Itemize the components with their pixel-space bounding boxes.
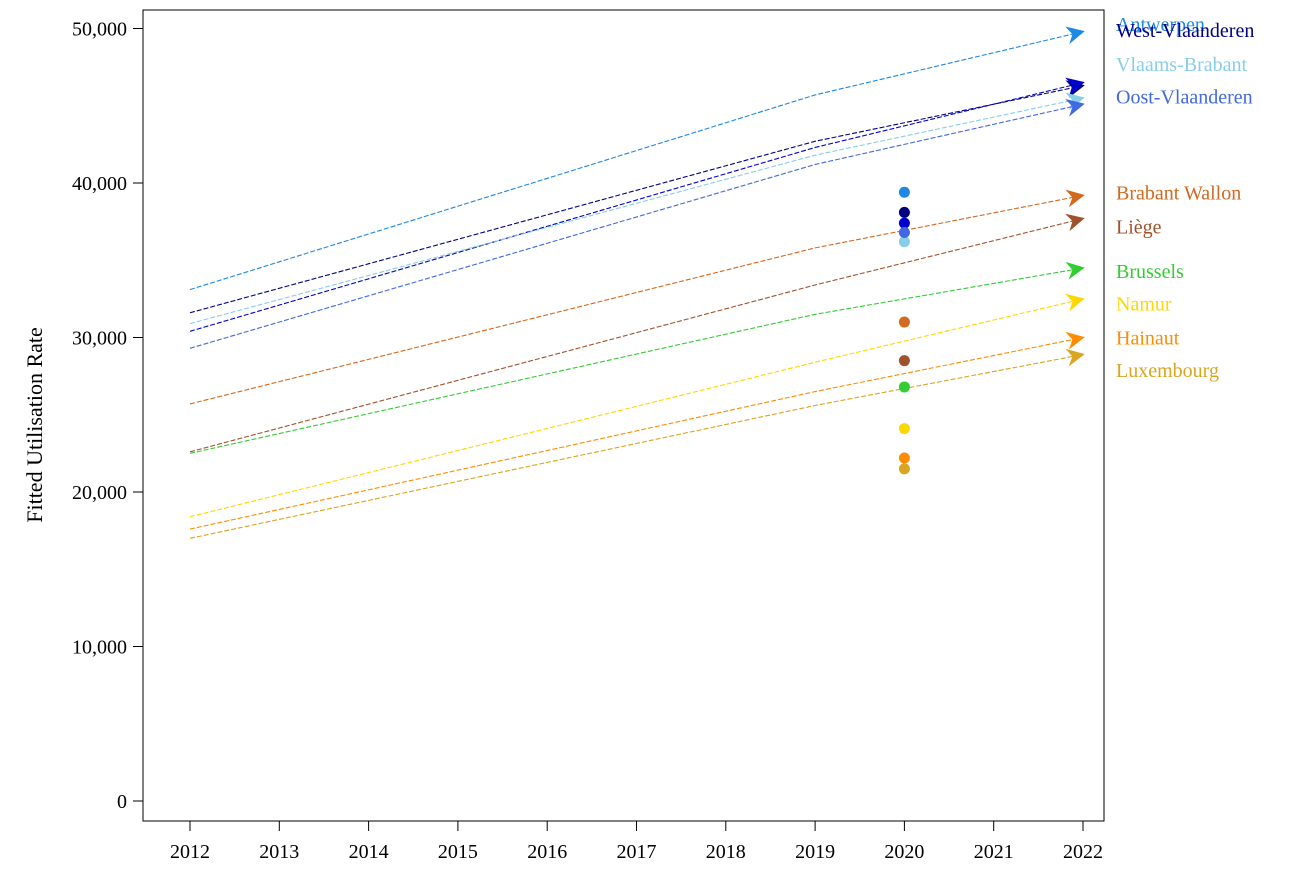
series-line-vlaams-brabant xyxy=(189,92,1085,325)
series-label-namur: Namur xyxy=(1116,294,1172,316)
series-line-namur xyxy=(189,293,1085,518)
y-tick-label: 50,000 xyxy=(72,19,127,41)
series-lines xyxy=(189,26,1085,539)
x-tick-label: 2021 xyxy=(974,841,1014,863)
point-2020-liege xyxy=(898,355,910,367)
point-2020-west-vlaanderen xyxy=(898,206,910,218)
x-tick-label: 2016 xyxy=(527,841,567,863)
series-line-west-vlaanderen xyxy=(189,80,1085,314)
plot-frame xyxy=(142,9,1105,822)
point-2020-hainaut xyxy=(898,452,910,464)
point-2020 xyxy=(898,217,910,229)
x-tick-label: 2019 xyxy=(795,841,835,863)
series-line-oost-vlaanderen xyxy=(189,98,1085,349)
y-tick-label: 30,000 xyxy=(72,328,127,350)
y-tick-label: 10,000 xyxy=(72,637,127,659)
point-2020-luxembourg xyxy=(898,463,910,475)
point-2020-antwerpen xyxy=(898,186,910,198)
x-tick-label: 2012 xyxy=(170,841,210,863)
y-axis: 0 10,000 20,000 30,000 40,000 50,000 xyxy=(72,19,143,813)
y-axis-title: Fitted Utilisation Rate xyxy=(22,327,47,523)
y-tick-label: 0 xyxy=(117,791,127,813)
series-label-liege: Liège xyxy=(1116,216,1162,238)
series-line-hainaut xyxy=(189,331,1085,530)
series-line-brussels xyxy=(189,261,1085,454)
series-line-brabant-wallon xyxy=(189,189,1085,405)
point-2020-brabant-wallon xyxy=(898,316,910,328)
series-line-luxembourg xyxy=(189,348,1085,539)
x-tick-label: 2013 xyxy=(259,841,299,863)
x-tick-label: 2020 xyxy=(884,841,924,863)
x-axis: 2012 2013 2014 2015 2016 2017 2018 2019 2020 2021… xyxy=(170,821,1103,863)
x-tick-label: 2018 xyxy=(706,841,746,863)
series-label-brabant-wallon: Brabant Wallon xyxy=(1116,182,1241,204)
points-2020 xyxy=(898,186,910,475)
x-tick-label: 2017 xyxy=(617,841,657,863)
series-label-brussels: Brussels xyxy=(1116,261,1184,283)
series-label-vlaams-brabant: Vlaams-Brabant xyxy=(1116,54,1248,76)
series-line-antwerpen xyxy=(189,26,1085,291)
series-line xyxy=(189,77,1085,332)
x-tick-label: 2015 xyxy=(438,841,478,863)
series-label-west-vlaanderen: West-Vlaanderen xyxy=(1116,20,1254,42)
point-2020-oost-vlaanderen xyxy=(898,226,910,238)
x-tick-label: 2014 xyxy=(349,841,389,863)
y-tick-label: 40,000 xyxy=(72,173,127,195)
series-label-antwerpen: Antwerpen xyxy=(1116,14,1205,36)
series-label-oost-vlaanderen: Oost-Vlaanderen xyxy=(1116,86,1253,108)
point-2020-vlaams-brabant xyxy=(898,236,910,248)
series-line-liege xyxy=(189,213,1085,453)
x-tick-label: 2022 xyxy=(1063,841,1103,863)
series-label-luxembourg: Luxembourg xyxy=(1116,360,1219,382)
y-tick-label: 20,000 xyxy=(72,482,127,504)
point-2020-namur xyxy=(898,423,910,435)
series-label-hainaut: Hainaut xyxy=(1116,328,1180,350)
point-2020-brussels xyxy=(898,381,910,393)
